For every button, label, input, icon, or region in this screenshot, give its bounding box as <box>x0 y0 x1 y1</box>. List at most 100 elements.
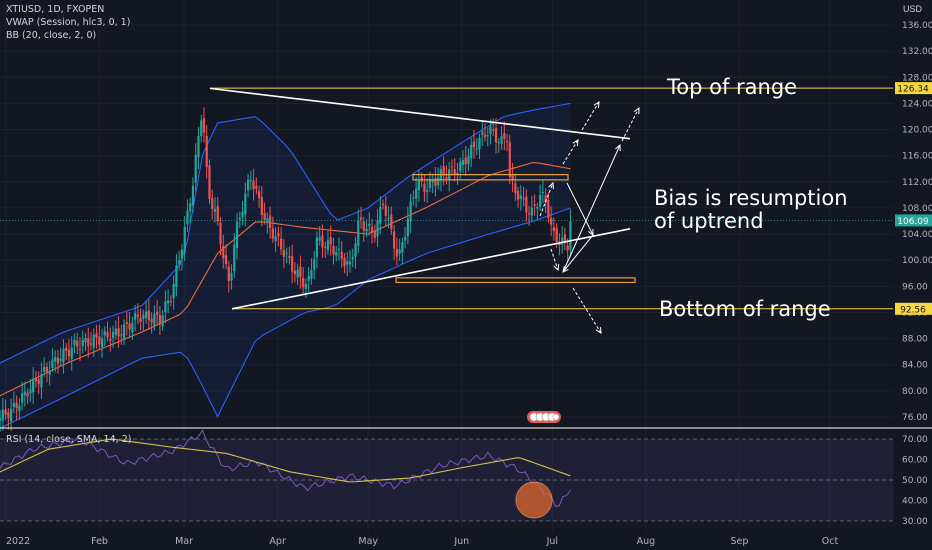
candle-body <box>315 237 319 258</box>
candle-body <box>136 314 139 317</box>
bb-legend[interactable]: BB (20, close, 2, 0) <box>6 30 97 41</box>
candle-body <box>470 144 473 159</box>
candle-body <box>555 227 558 243</box>
bias-annotation-line1[interactable]: Bias is resumption <box>654 186 848 210</box>
candle-body <box>0 417 2 421</box>
candle-body <box>533 204 536 206</box>
arrow-up-1 <box>539 182 554 217</box>
price-tick-label: 128.00 <box>902 73 932 83</box>
candle-body <box>227 266 230 281</box>
candle-body <box>310 269 313 279</box>
arrow-up-4 <box>621 107 640 142</box>
candle-body <box>392 231 396 249</box>
candle-body <box>370 227 374 233</box>
candle-body <box>304 283 308 289</box>
candle-body <box>472 141 476 148</box>
candle-body <box>23 391 26 395</box>
candle-body <box>131 322 134 333</box>
candle-body <box>269 215 272 229</box>
candle-body <box>395 248 398 257</box>
axes: 76.0080.0084.0088.0092.0096.00100.00104.… <box>0 21 932 547</box>
upper-trendline <box>209 87 631 140</box>
top-of-range-annotation[interactable]: Top of range <box>667 75 798 99</box>
candle-body <box>277 232 280 237</box>
candle-body <box>100 338 104 348</box>
arrow-up-3-head <box>593 101 600 109</box>
candle-body <box>128 323 131 330</box>
rsi-ma-line <box>0 438 571 483</box>
drawings <box>209 87 893 334</box>
candle-body <box>87 338 90 347</box>
candle-body <box>563 234 567 243</box>
arrow-up-3 <box>581 101 600 131</box>
arrow-down-1 <box>566 182 594 236</box>
candle-body <box>51 359 54 369</box>
candle-body <box>29 389 32 394</box>
bottom-level-price-tag: 92.56 <box>900 305 926 315</box>
candle-body <box>95 333 98 338</box>
candle-body <box>260 197 263 215</box>
candle-body <box>216 205 219 222</box>
candle-body <box>150 318 153 323</box>
candle-body <box>530 207 533 216</box>
bias-annotation-line2[interactable]: of uptrend <box>654 209 764 233</box>
candle-body <box>511 174 514 181</box>
candle-body <box>18 405 21 412</box>
candle-body <box>340 251 343 259</box>
candle-body <box>293 270 296 275</box>
support-zone <box>395 277 636 284</box>
candle-body <box>65 347 68 352</box>
candle-body <box>222 245 225 259</box>
economic-events-icon[interactable] <box>527 411 561 423</box>
rsi-panel <box>0 429 893 522</box>
candle-body <box>313 259 316 270</box>
time-tick-label: Apr <box>269 536 286 547</box>
candle-body <box>92 334 95 348</box>
bollinger-lower <box>0 207 571 429</box>
candle-body <box>503 132 506 139</box>
arrow-up-2-head <box>572 139 579 147</box>
candle-body <box>337 248 341 250</box>
candle-body <box>109 338 112 341</box>
candle-body <box>191 185 195 206</box>
candle-body <box>106 332 109 338</box>
candle-body <box>175 265 178 288</box>
symbol-legend[interactable]: XTIUSD, 1D, FXOPEN <box>6 4 105 15</box>
candle-body <box>271 228 274 239</box>
candle-body <box>351 256 354 260</box>
candle-body <box>332 245 335 255</box>
rsi-line <box>0 429 571 507</box>
candle-body <box>211 198 214 210</box>
candle-body <box>541 191 544 193</box>
candle-body <box>81 339 84 346</box>
candle-body <box>172 283 175 299</box>
rsi-legend[interactable]: RSI (14, close, SMA, 14, 2) <box>6 434 132 445</box>
vwap-legend[interactable]: VWAP (Session, hlc3, 0, 1) <box>6 17 131 28</box>
candle-body <box>241 211 244 218</box>
candle-body <box>489 126 492 134</box>
arrow-down-short <box>550 248 559 271</box>
candle-body <box>373 231 376 238</box>
candle-body <box>288 256 291 258</box>
candle-body <box>133 313 137 320</box>
candle-body <box>59 359 62 361</box>
candle-body <box>246 179 250 191</box>
candle-body <box>539 194 542 207</box>
candle-body <box>202 118 206 133</box>
candle-body <box>213 208 217 212</box>
candle-body <box>326 240 330 251</box>
price-tick-label: 84.00 <box>902 361 928 371</box>
candle-body <box>114 328 117 335</box>
time-tick-label: Feb <box>91 536 108 547</box>
candle-body <box>376 220 379 237</box>
price-tick-label: 104.00 <box>902 230 932 240</box>
candle-body <box>384 205 387 216</box>
bottom-of-range-annotation[interactable]: Bottom of range <box>659 297 831 321</box>
candle-body <box>516 191 520 200</box>
price-tick-label: 88.00 <box>902 335 928 345</box>
arrow-up-long <box>562 144 621 273</box>
bottom-level-price-tag-bg <box>895 302 932 315</box>
candle-body <box>494 128 498 143</box>
candle-body <box>307 276 310 281</box>
